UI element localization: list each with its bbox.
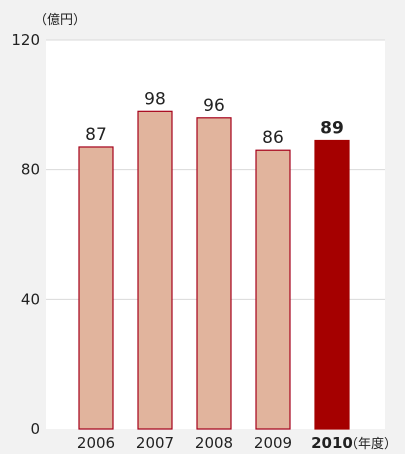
data-labels: 87 98 96 86 89: [85, 89, 344, 148]
y-tick-label: 80: [21, 161, 40, 179]
y-axis-ticks: 0 40 80 120: [11, 31, 40, 438]
data-label-2009: 86: [262, 128, 284, 148]
data-label-2010: 89: [320, 118, 344, 138]
y-tick-label: 0: [30, 420, 40, 438]
bar-2010: [314, 139, 350, 430]
bars: [78, 110, 350, 430]
x-tick-label-2008: 2008: [195, 434, 233, 452]
x-tick-label-2006: 2006: [77, 434, 115, 452]
x-unit-label: （年度）: [345, 436, 397, 452]
y-tick-label: 120: [11, 31, 40, 49]
data-label-2006: 87: [85, 125, 107, 145]
data-label-2008: 96: [203, 96, 225, 116]
bar-2006: [78, 146, 114, 430]
x-axis-labels: 2006 2007 2008 2009 2010: [77, 434, 353, 452]
bar-2008: [196, 117, 232, 430]
y-tick-label: 40: [21, 290, 40, 308]
x-tick-label-2007: 2007: [136, 434, 174, 452]
data-label-2007: 98: [144, 89, 166, 109]
x-tick-label-2010: 2010: [311, 434, 353, 452]
y-unit-label: （億円）: [34, 12, 86, 28]
bar-2007: [137, 110, 173, 430]
x-tick-label-2009: 2009: [254, 434, 292, 452]
bar-2009: [255, 149, 291, 430]
